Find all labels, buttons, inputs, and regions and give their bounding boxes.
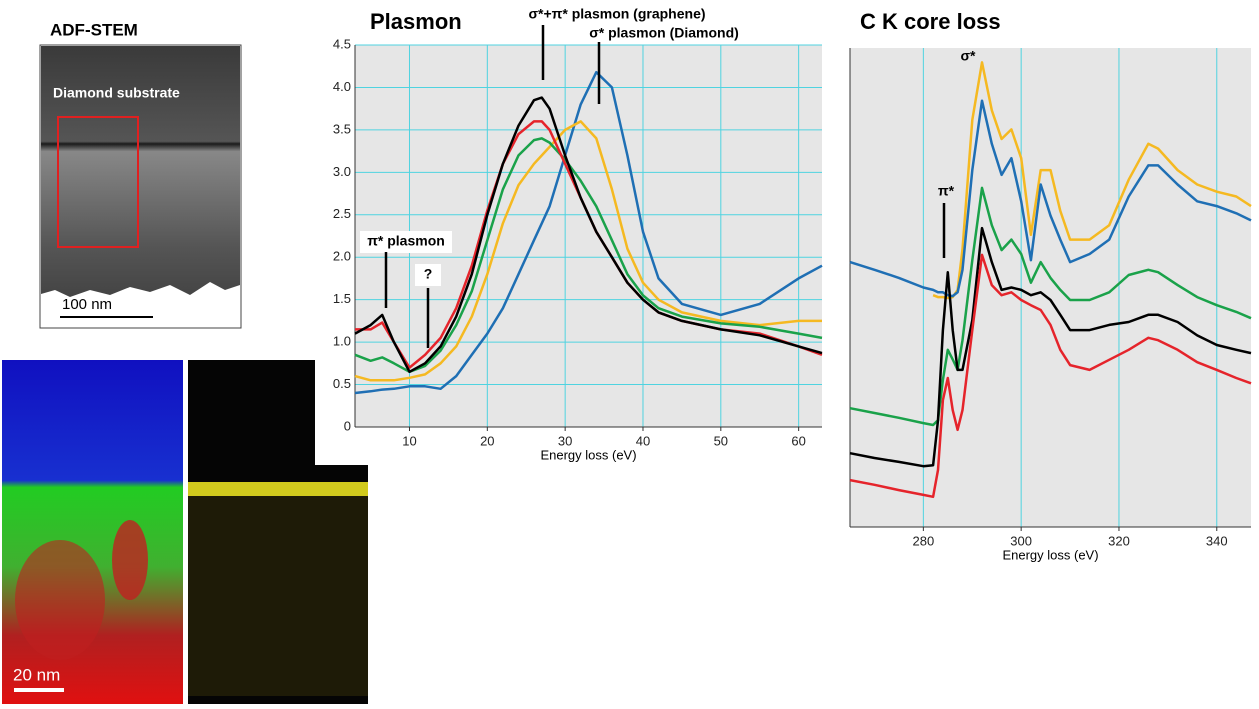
roi-box bbox=[57, 116, 139, 248]
x-tick-label: 340 bbox=[1206, 533, 1228, 548]
x-tick-label: 60 bbox=[791, 433, 805, 448]
series-line bbox=[354, 70, 823, 395]
annotation: σ* plasmon (Diamond) bbox=[589, 25, 739, 41]
x-tick-label: 40 bbox=[636, 433, 650, 448]
x-tick-label: 20 bbox=[480, 433, 494, 448]
x-tick-label: 50 bbox=[714, 433, 728, 448]
annotation: σ* bbox=[960, 48, 976, 64]
charts: Plasmon 10 20 30 40 50 60 0 0.5 1.0 1.5 2.0 2.5 3.0 3.… bbox=[333, 6, 1252, 562]
y-tick-label: 4.0 bbox=[333, 79, 351, 94]
chart-title: C K core loss bbox=[860, 9, 1001, 34]
x-tick-label: 10 bbox=[402, 433, 416, 448]
annotation: π* bbox=[938, 183, 955, 199]
y-tick-label: 1.5 bbox=[333, 291, 351, 306]
series-line bbox=[849, 99, 1252, 298]
x-axis-label: Energy loss (eV) bbox=[1002, 547, 1098, 562]
plot-area bbox=[850, 48, 1251, 527]
series-line bbox=[354, 120, 822, 382]
y-tick-label: 1.0 bbox=[333, 334, 351, 349]
annotation: ? bbox=[424, 266, 433, 282]
x-tick-label: 300 bbox=[1010, 533, 1032, 548]
adf-image bbox=[41, 46, 240, 297]
adf-title: ADF-STEM bbox=[50, 20, 138, 39]
annotation: π* plasmon bbox=[367, 233, 445, 249]
series-line bbox=[849, 253, 1252, 499]
map-noise bbox=[188, 496, 368, 696]
annotation-box bbox=[415, 264, 441, 286]
chart-title: Plasmon bbox=[370, 9, 462, 34]
color-map bbox=[2, 360, 183, 704]
y-tick-label: 2.5 bbox=[333, 206, 351, 221]
annotation: σ*+π* plasmon (graphene) bbox=[528, 6, 705, 22]
map-scale: 20 nm bbox=[13, 665, 60, 684]
series-line bbox=[849, 226, 1252, 468]
annotation-box bbox=[360, 231, 452, 253]
map-feature bbox=[15, 540, 105, 660]
y-tick-label: 3.5 bbox=[333, 121, 351, 136]
y-tick-label: 4.5 bbox=[333, 36, 351, 51]
y-tick-label: 3.0 bbox=[333, 164, 351, 179]
adf-scale: 100 nm bbox=[62, 296, 112, 313]
adf-label: Diamond substrate bbox=[53, 85, 180, 101]
x-axis-label: Energy loss (eV) bbox=[540, 447, 636, 462]
x-tick-label: 280 bbox=[913, 533, 935, 548]
map-feature bbox=[112, 520, 148, 600]
y-tick-label: 0.5 bbox=[333, 376, 351, 391]
x-tick-label: 30 bbox=[558, 433, 572, 448]
y-tick-label: 2.0 bbox=[333, 249, 351, 264]
y-tick-label: 0 bbox=[344, 418, 351, 433]
graphene-layer bbox=[188, 482, 368, 496]
series-line bbox=[354, 96, 823, 374]
x-tick-label: 320 bbox=[1108, 533, 1130, 548]
